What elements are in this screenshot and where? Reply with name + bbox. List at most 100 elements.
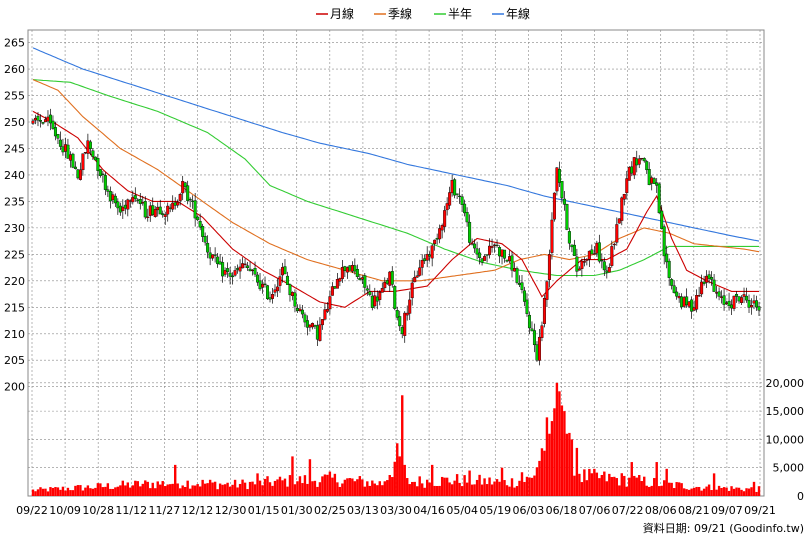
candle: [440, 223, 444, 239]
candle-body: [86, 140, 90, 154]
candle: [133, 187, 137, 202]
volume-bar: [316, 486, 319, 496]
candle-body: [570, 244, 574, 248]
date-tick-label: 10/28: [82, 504, 114, 517]
candle-body: [517, 282, 521, 285]
volume-bar: [116, 486, 120, 496]
candle-body: [488, 245, 492, 256]
candle: [488, 238, 492, 259]
volume-bar: [677, 482, 681, 496]
volume-bar: [111, 488, 115, 496]
candle: [495, 239, 499, 248]
date-tick-label: 10/09: [49, 504, 81, 517]
candle: [503, 249, 507, 263]
candle: [300, 304, 304, 319]
candle: [355, 264, 359, 280]
candle-body: [231, 275, 235, 278]
candle: [685, 288, 689, 308]
volume-bar: [470, 484, 474, 496]
candle-body: [233, 270, 237, 276]
volume-bar: [433, 485, 436, 496]
volume-bar: [151, 482, 154, 496]
volume-bar: [228, 486, 232, 496]
candle: [657, 182, 661, 215]
volume-bar: [51, 487, 55, 496]
candle: [318, 317, 322, 342]
candle-body: [280, 267, 284, 276]
candle-body: [275, 286, 279, 292]
candle: [353, 258, 357, 275]
candle-body: [368, 291, 372, 295]
candle-body: [133, 195, 137, 199]
candle: [146, 208, 150, 222]
volume-bar: [39, 487, 42, 496]
volume-bar: [386, 480, 389, 496]
candle: [226, 262, 230, 278]
candle: [522, 286, 526, 307]
date-tick-label: 11/12: [115, 504, 147, 517]
date-axis: 09/22 10/09 10/28 11/12 11/27 12/12 12/30 01/15…: [16, 504, 776, 517]
volume-bar: [440, 476, 444, 496]
candle: [193, 193, 197, 227]
candle-body: [463, 203, 467, 214]
candle: [515, 266, 519, 285]
candle-body: [328, 296, 332, 310]
candle: [78, 162, 82, 181]
candle-body: [373, 295, 377, 307]
volume-bar: [655, 462, 658, 496]
volume-bar: [191, 485, 194, 496]
candle-body: [73, 166, 77, 169]
candle-body: [702, 281, 706, 284]
volume-bar: [558, 391, 561, 496]
candle-body: [692, 307, 696, 311]
candle: [121, 199, 125, 219]
price-tick-label: 240: [4, 169, 25, 182]
candle-body: [530, 328, 534, 332]
volume-bar: [672, 488, 676, 496]
volume-bar: [520, 472, 524, 496]
candle-body: [562, 198, 566, 205]
volume-bar: [346, 478, 349, 496]
candle: [448, 186, 452, 210]
volume-bar: [543, 450, 546, 496]
candle-body: [400, 327, 404, 335]
volume-bar: [373, 483, 376, 496]
volume-bar: [508, 486, 511, 496]
candle: [575, 248, 579, 278]
candle-body: [665, 253, 669, 263]
date-tick-label: 03/30: [380, 504, 412, 517]
candle-body: [542, 298, 546, 324]
volume-bar: [71, 490, 75, 496]
candle-body: [56, 134, 60, 139]
candle-body: [682, 297, 686, 307]
volume-bar: [398, 456, 401, 496]
volume-bar: [430, 464, 434, 496]
candle-body: [330, 286, 334, 296]
candle-body: [216, 256, 220, 265]
volume-bar: [326, 474, 329, 496]
candle-body: [83, 152, 87, 154]
candle-body: [670, 279, 674, 286]
legend-label: 月線: [330, 6, 354, 21]
volume-bar: [702, 488, 706, 496]
volume-bar: [687, 489, 691, 496]
candle-body: [535, 344, 539, 361]
candle: [293, 289, 297, 313]
volume-bar: [141, 483, 144, 496]
candle-body: [455, 193, 459, 195]
volume-bar: [732, 488, 736, 496]
volume-bar: [750, 487, 753, 496]
volume-bar: [161, 481, 164, 496]
legend-item-2: 季線: [374, 6, 412, 21]
candle: [555, 167, 559, 196]
candle-body: [143, 201, 147, 218]
volume-bar: [495, 479, 499, 496]
volume-bar: [188, 488, 192, 496]
candle: [261, 279, 265, 294]
candle: [483, 254, 487, 261]
candle-body: [575, 256, 579, 272]
candle-body: [672, 285, 676, 293]
candle: [642, 157, 646, 163]
candle: [433, 239, 437, 251]
volume-bar: [276, 479, 279, 496]
